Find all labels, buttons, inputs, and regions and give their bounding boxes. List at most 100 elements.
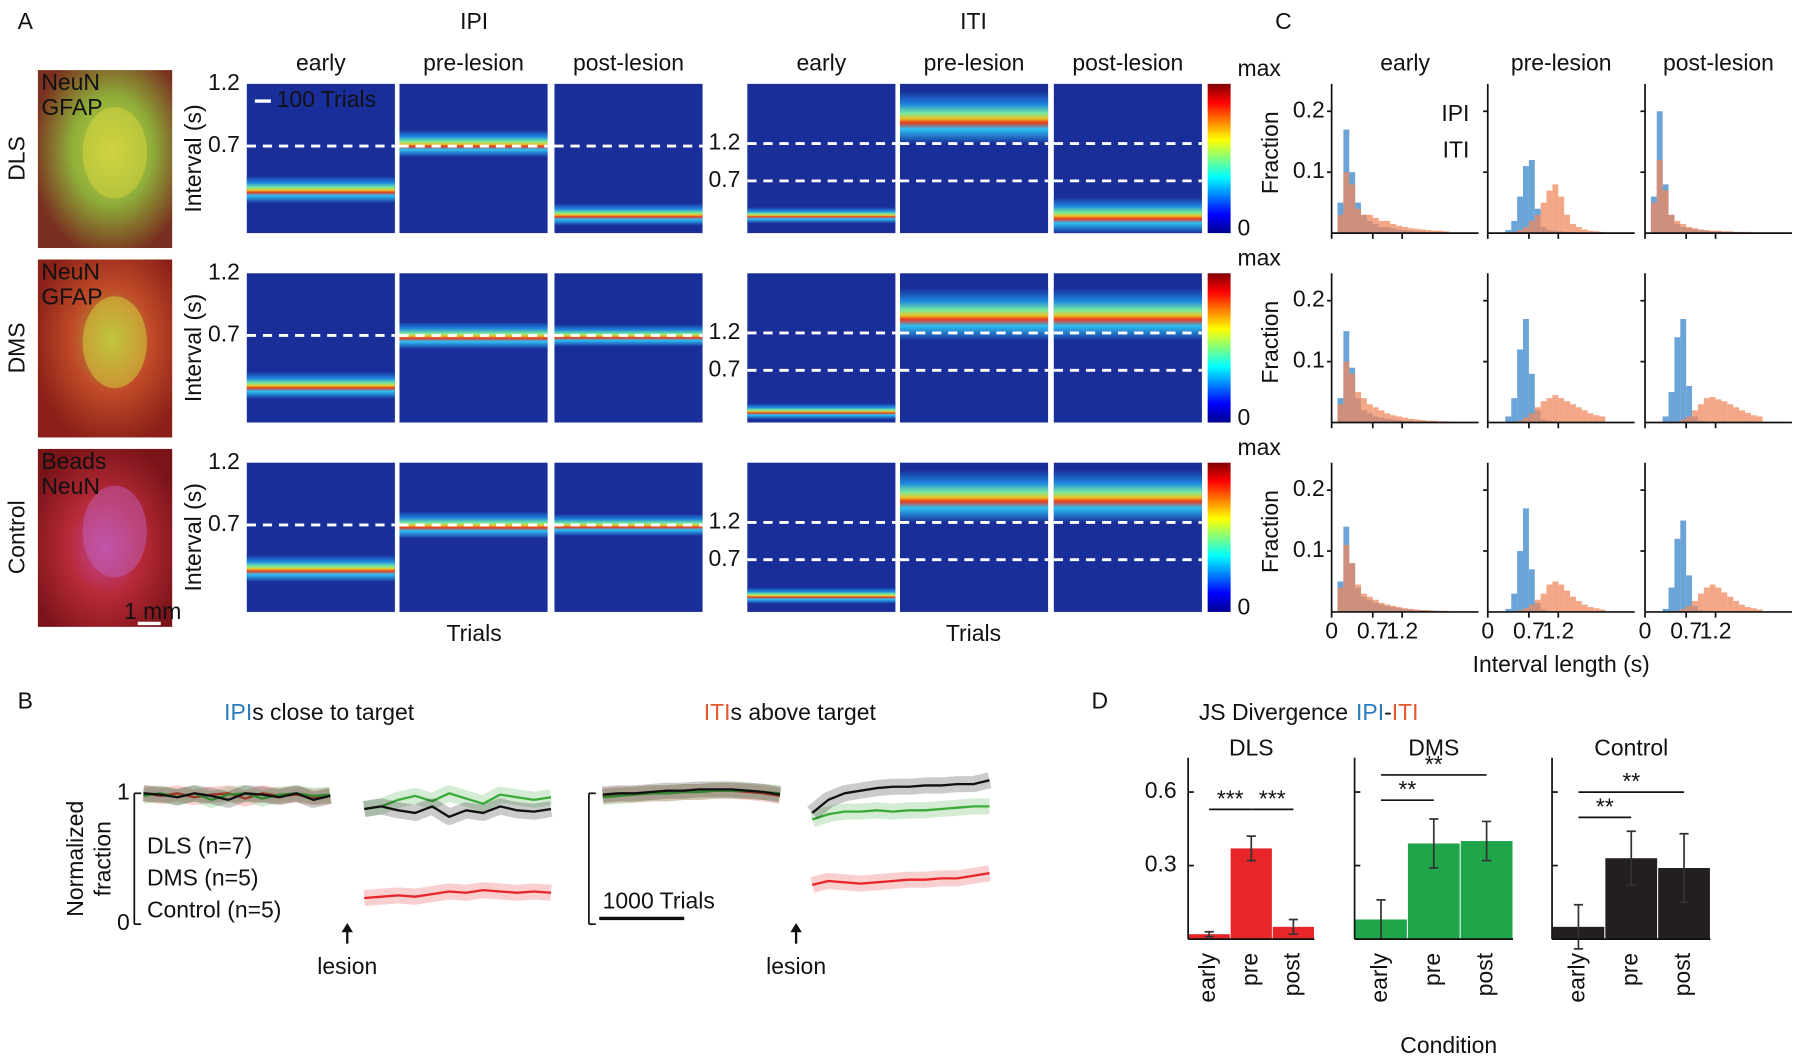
histogram-bar	[1750, 608, 1757, 612]
histogram-bar	[1505, 608, 1512, 612]
histogram-bar	[1703, 398, 1710, 423]
histogram-bar	[1390, 415, 1397, 423]
histogram-bar	[1402, 608, 1409, 612]
colorbar-label: max	[1238, 245, 1282, 271]
panel-title-part: ITI	[1392, 699, 1419, 725]
y-tick-label: 0.2	[1293, 286, 1325, 312]
x-tick-label: 0.7	[1670, 618, 1702, 644]
significance-label: **	[1398, 776, 1416, 802]
histogram-bar	[1419, 229, 1426, 234]
histogram-bar	[1528, 413, 1535, 423]
error-bar	[1288, 918, 1298, 936]
histogram-bar	[1384, 604, 1391, 612]
histogram-bar	[1662, 416, 1669, 423]
histogram-bar	[1680, 223, 1687, 234]
histogram-bar	[1721, 592, 1728, 612]
heatmap-band	[747, 403, 896, 420]
histogram-bar	[1511, 220, 1518, 234]
scale-bar-label: 1000 Trials	[603, 887, 715, 913]
histogram-bar	[1355, 392, 1362, 423]
histogram-bar	[1575, 407, 1582, 423]
histogram-bar	[1425, 420, 1432, 423]
histogram-bar	[1366, 404, 1373, 423]
histogram-bar	[1372, 599, 1379, 612]
histogram-bar	[1337, 214, 1344, 234]
histogram-bar	[1523, 166, 1529, 234]
y-tick-label: 0.1	[1293, 536, 1325, 562]
colorbar	[1207, 273, 1231, 423]
histogram-bar	[1355, 208, 1362, 234]
histogram-bar	[1419, 610, 1426, 612]
histogram-bar	[1715, 587, 1722, 612]
histogram-bar	[1413, 609, 1420, 612]
x-tick-label: 0.7	[1357, 618, 1389, 644]
histogram-bar	[1564, 590, 1571, 612]
histogram-bar	[1570, 404, 1576, 423]
scale-bar-label: 100 Trials	[277, 86, 376, 112]
colorbar-label: 0	[1238, 404, 1251, 430]
heatmap	[246, 83, 395, 234]
histogram-bar	[1587, 607, 1594, 612]
heatmap	[747, 462, 896, 612]
histogram-bar	[1599, 609, 1606, 612]
histogram-bar	[1686, 575, 1693, 612]
histogram-bar	[1570, 223, 1576, 234]
error-bar	[1573, 903, 1584, 950]
y-tick-label: 1.2	[709, 507, 741, 533]
histogram-bar	[1402, 227, 1409, 234]
group-title: IPI	[460, 8, 488, 34]
histogram-bar	[1697, 593, 1704, 612]
x-axis-label: Interval length (s)	[1473, 651, 1650, 677]
x-tick-label: post	[1278, 952, 1304, 996]
histogram-bar	[1517, 349, 1524, 423]
y-axis-label: Normalized	[62, 801, 88, 917]
histogram-bar	[1756, 609, 1763, 612]
subplot-title: Control	[1594, 735, 1668, 761]
histogram-bar	[1443, 231, 1450, 234]
subplot-title: IPIs close to target	[224, 699, 415, 725]
histogram-bar	[1593, 608, 1600, 612]
histogram-bar	[1384, 413, 1391, 423]
histogram-bar	[1727, 596, 1734, 612]
heatmap-band	[399, 129, 548, 158]
column-header: early	[296, 49, 346, 75]
histogram-bar	[1756, 416, 1763, 423]
histogram-bar	[1390, 605, 1397, 612]
histogram-bar	[1552, 395, 1559, 423]
histogram-bar	[1349, 373, 1356, 423]
histogram-bar	[1668, 214, 1675, 234]
histogram-bar	[1408, 228, 1414, 234]
histogram-bar	[1662, 190, 1669, 234]
colorbar-label: max	[1238, 55, 1282, 81]
x-axis-label: Trials	[446, 620, 501, 646]
histogram-bar	[1564, 401, 1571, 423]
histogram-bar	[1581, 410, 1588, 423]
histogram-bar	[1390, 223, 1397, 234]
histogram-bar	[1744, 412, 1751, 423]
histogram-bar	[1540, 593, 1547, 612]
y-tick-label: 0.7	[208, 510, 240, 536]
histogram-bar	[1750, 415, 1757, 423]
column-header: early	[797, 49, 847, 75]
line	[143, 792, 552, 819]
histogram-bar	[1686, 416, 1693, 423]
brain-image-region	[82, 485, 147, 578]
colorbar-label: 0	[1238, 594, 1251, 620]
annotation: lesion	[766, 953, 826, 979]
histogram-bar	[1581, 229, 1588, 234]
y-tick-label: 1.2	[709, 318, 741, 344]
x-tick-label: post	[1669, 952, 1695, 996]
panel-title-part: JS Divergence	[1199, 699, 1348, 725]
error-bar	[1429, 818, 1439, 869]
histogram-bar	[1697, 404, 1704, 423]
y-tick-label: 0.6	[1145, 777, 1177, 803]
histogram-bar	[1581, 604, 1588, 612]
histogram-bar	[1528, 220, 1535, 234]
histogram-bar	[1593, 415, 1600, 423]
heatmap-band	[246, 371, 395, 399]
histogram-bar	[1692, 228, 1698, 234]
y-tick-label: 1.2	[208, 69, 240, 95]
y-tick-label: 0.7	[709, 545, 741, 571]
